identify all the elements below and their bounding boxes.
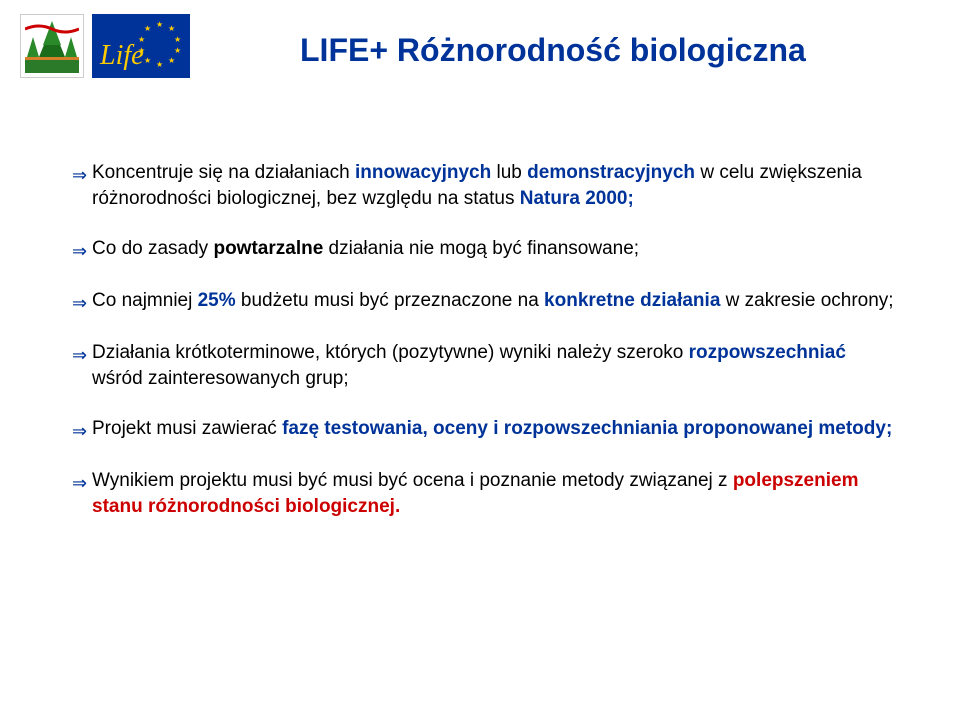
logos-row: ★ ★ ★ ★ ★ ★ ★ ★ ★ ★ Life bbox=[20, 14, 190, 78]
text-run: Koncentruje się na działaniach bbox=[92, 162, 355, 183]
bullet-text: Co najmniej 25% budżetu musi być przezna… bbox=[92, 288, 896, 314]
arrow-icon: ⇒ bbox=[72, 340, 92, 368]
bullet-item: ⇒ Co do zasady powtarzalne działania nie… bbox=[72, 236, 896, 264]
arrow-icon: ⇒ bbox=[72, 416, 92, 444]
text-run-em: 25% bbox=[198, 290, 241, 311]
slide-title: LIFE+ Różnorodność biologiczna bbox=[300, 32, 920, 69]
bullet-text: Działania krótkoterminowe, których (pozy… bbox=[92, 340, 896, 392]
text-run: Wynikiem projektu musi być musi być ocen… bbox=[92, 470, 733, 491]
slide: ★ ★ ★ ★ ★ ★ ★ ★ ★ ★ Life LIFE+ Różnorodn… bbox=[0, 0, 960, 716]
text-run: Projekt musi zawierać bbox=[92, 418, 282, 439]
arrow-icon: ⇒ bbox=[72, 236, 92, 264]
text-run: wśród zainteresowanych grup; bbox=[92, 368, 349, 389]
text-run-em: konkretne działania bbox=[544, 290, 726, 311]
bullet-item: ⇒ Projekt musi zawierać fazę testowania,… bbox=[72, 416, 896, 444]
text-run: działania nie mogą być finansowane; bbox=[329, 238, 640, 259]
bullet-text: Koncentruje się na działaniach innowacyj… bbox=[92, 160, 896, 212]
bullet-text: Wynikiem projektu musi być musi być ocen… bbox=[92, 468, 896, 520]
bullet-text: Projekt musi zawierać fazę testowania, o… bbox=[92, 416, 896, 442]
bullet-list: ⇒ Koncentruje się na działaniach innowac… bbox=[72, 160, 896, 544]
text-run-em: demonstracyjnych bbox=[527, 162, 700, 183]
text-run-em: innowacyjnych bbox=[355, 162, 496, 183]
text-run-em: Natura 2000; bbox=[520, 188, 634, 209]
text-run-bold: powtarzalne bbox=[213, 238, 328, 259]
life-logo: ★ ★ ★ ★ ★ ★ ★ ★ ★ ★ Life bbox=[92, 14, 190, 78]
bullet-item: ⇒ Wynikiem projektu musi być musi być oc… bbox=[72, 468, 896, 520]
text-run-em: rozpowszechniać bbox=[689, 342, 846, 363]
text-run: Co najmniej bbox=[92, 290, 198, 311]
text-run-em: proponowanej metody; bbox=[683, 418, 892, 439]
bullet-text: Co do zasady powtarzalne działania nie m… bbox=[92, 236, 896, 262]
text-run: budżetu musi być przeznaczone na bbox=[241, 290, 544, 311]
text-run-em: fazę testowania, oceny i rozpowszechnian… bbox=[282, 418, 683, 439]
bullet-item: ⇒ Koncentruje się na działaniach innowac… bbox=[72, 160, 896, 212]
text-run: lub bbox=[497, 162, 528, 183]
text-run: Co do zasady bbox=[92, 238, 213, 259]
bullet-item: ⇒ Co najmniej 25% budżetu musi być przez… bbox=[72, 288, 896, 316]
slide-title-text: LIFE+ Różnorodność biologiczna bbox=[300, 32, 806, 68]
arrow-icon: ⇒ bbox=[72, 468, 92, 496]
nfos-logo-graphic bbox=[25, 19, 79, 73]
arrow-icon: ⇒ bbox=[72, 160, 92, 188]
arrow-icon: ⇒ bbox=[72, 288, 92, 316]
text-run: w zakresie ochrony; bbox=[726, 290, 894, 311]
bullet-item: ⇒ Działania krótkoterminowe, których (po… bbox=[72, 340, 896, 392]
life-logo-text: Life bbox=[100, 40, 144, 72]
text-run: Działania krótkoterminowe, których (pozy… bbox=[92, 342, 689, 363]
nfos-logo bbox=[20, 14, 84, 78]
